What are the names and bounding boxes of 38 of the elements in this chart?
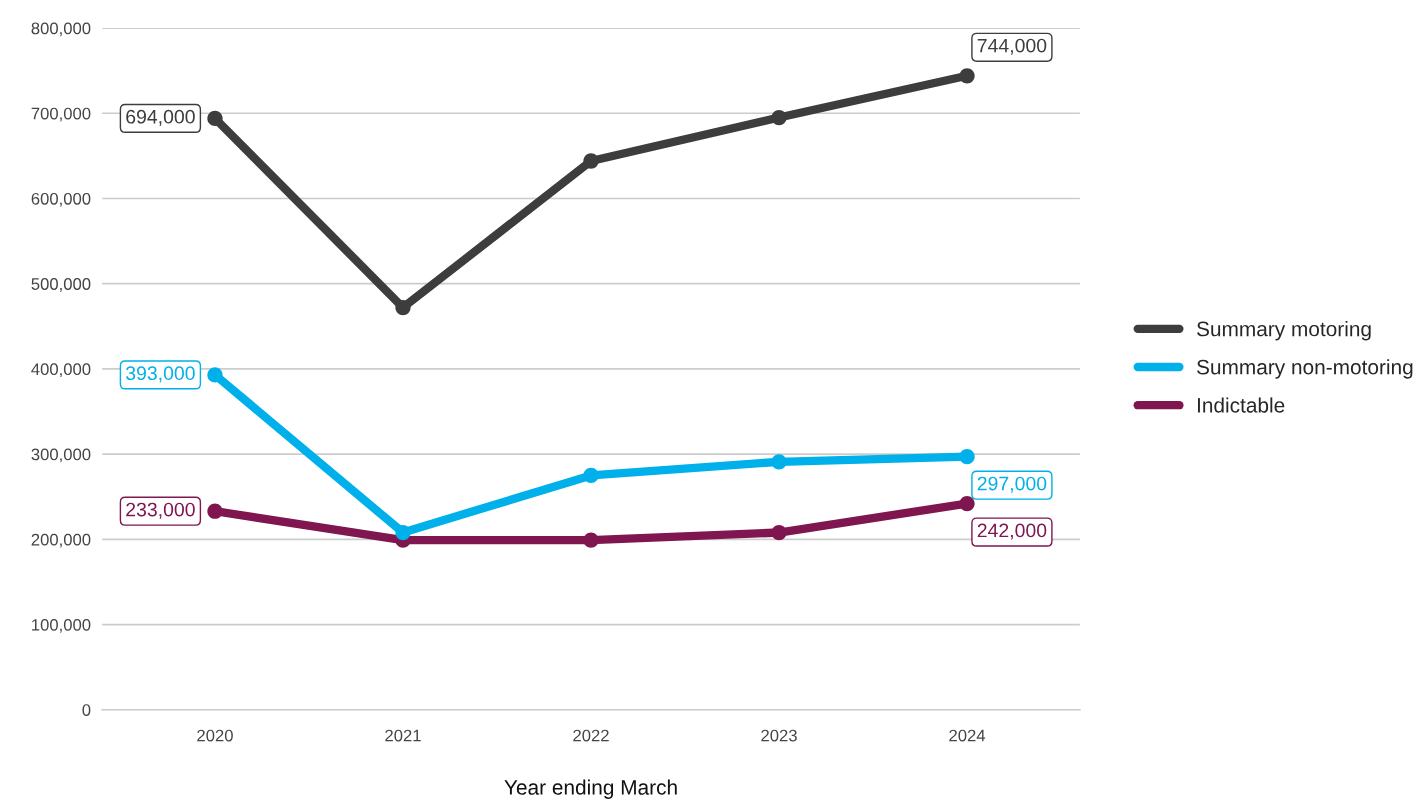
y-tick-label: 500,000 xyxy=(31,278,91,292)
y-tick-label: 200,000 xyxy=(31,533,91,548)
point xyxy=(395,299,411,316)
x-tick-label: 2022 xyxy=(573,729,609,742)
x-tick-label: 2024 xyxy=(949,729,986,742)
point xyxy=(207,503,223,519)
data-label: 393,000 xyxy=(126,366,195,383)
point xyxy=(583,467,599,484)
data-label: 297,000 xyxy=(977,476,1047,493)
y-tick-label: 0 xyxy=(82,704,91,716)
point xyxy=(583,532,599,548)
y-tick-label: 600,000 xyxy=(31,192,91,207)
point xyxy=(583,153,599,169)
x-tick-label: 2020 xyxy=(197,729,233,742)
point xyxy=(207,110,223,127)
legend-label: Indictable xyxy=(1197,397,1285,413)
legend-label: Summary motoring xyxy=(1197,321,1371,341)
x-axis-title: Year ending March xyxy=(504,779,677,799)
legend-label: Summary non-motoring xyxy=(1197,359,1413,379)
x-tick-label: 2021 xyxy=(385,729,421,742)
data-label: 744,000 xyxy=(977,38,1047,55)
data-label: 233,000 xyxy=(126,502,195,519)
data-label: 694,000 xyxy=(126,109,195,126)
point xyxy=(207,367,223,383)
point xyxy=(959,68,975,84)
y-tick-label: 700,000 xyxy=(31,107,91,122)
point xyxy=(959,449,975,465)
point xyxy=(771,524,787,541)
y-tick-label: 400,000 xyxy=(31,363,91,378)
point xyxy=(395,524,411,541)
y-tick-label: 100,000 xyxy=(32,618,91,633)
y-tick-label: 800,000 xyxy=(31,22,91,37)
x-tick-label: 2023 xyxy=(761,729,797,742)
point xyxy=(771,454,787,470)
y-tick-label: 300,000 xyxy=(31,448,91,463)
point xyxy=(959,495,975,512)
point xyxy=(771,109,787,126)
data-label: 242,000 xyxy=(977,523,1047,540)
